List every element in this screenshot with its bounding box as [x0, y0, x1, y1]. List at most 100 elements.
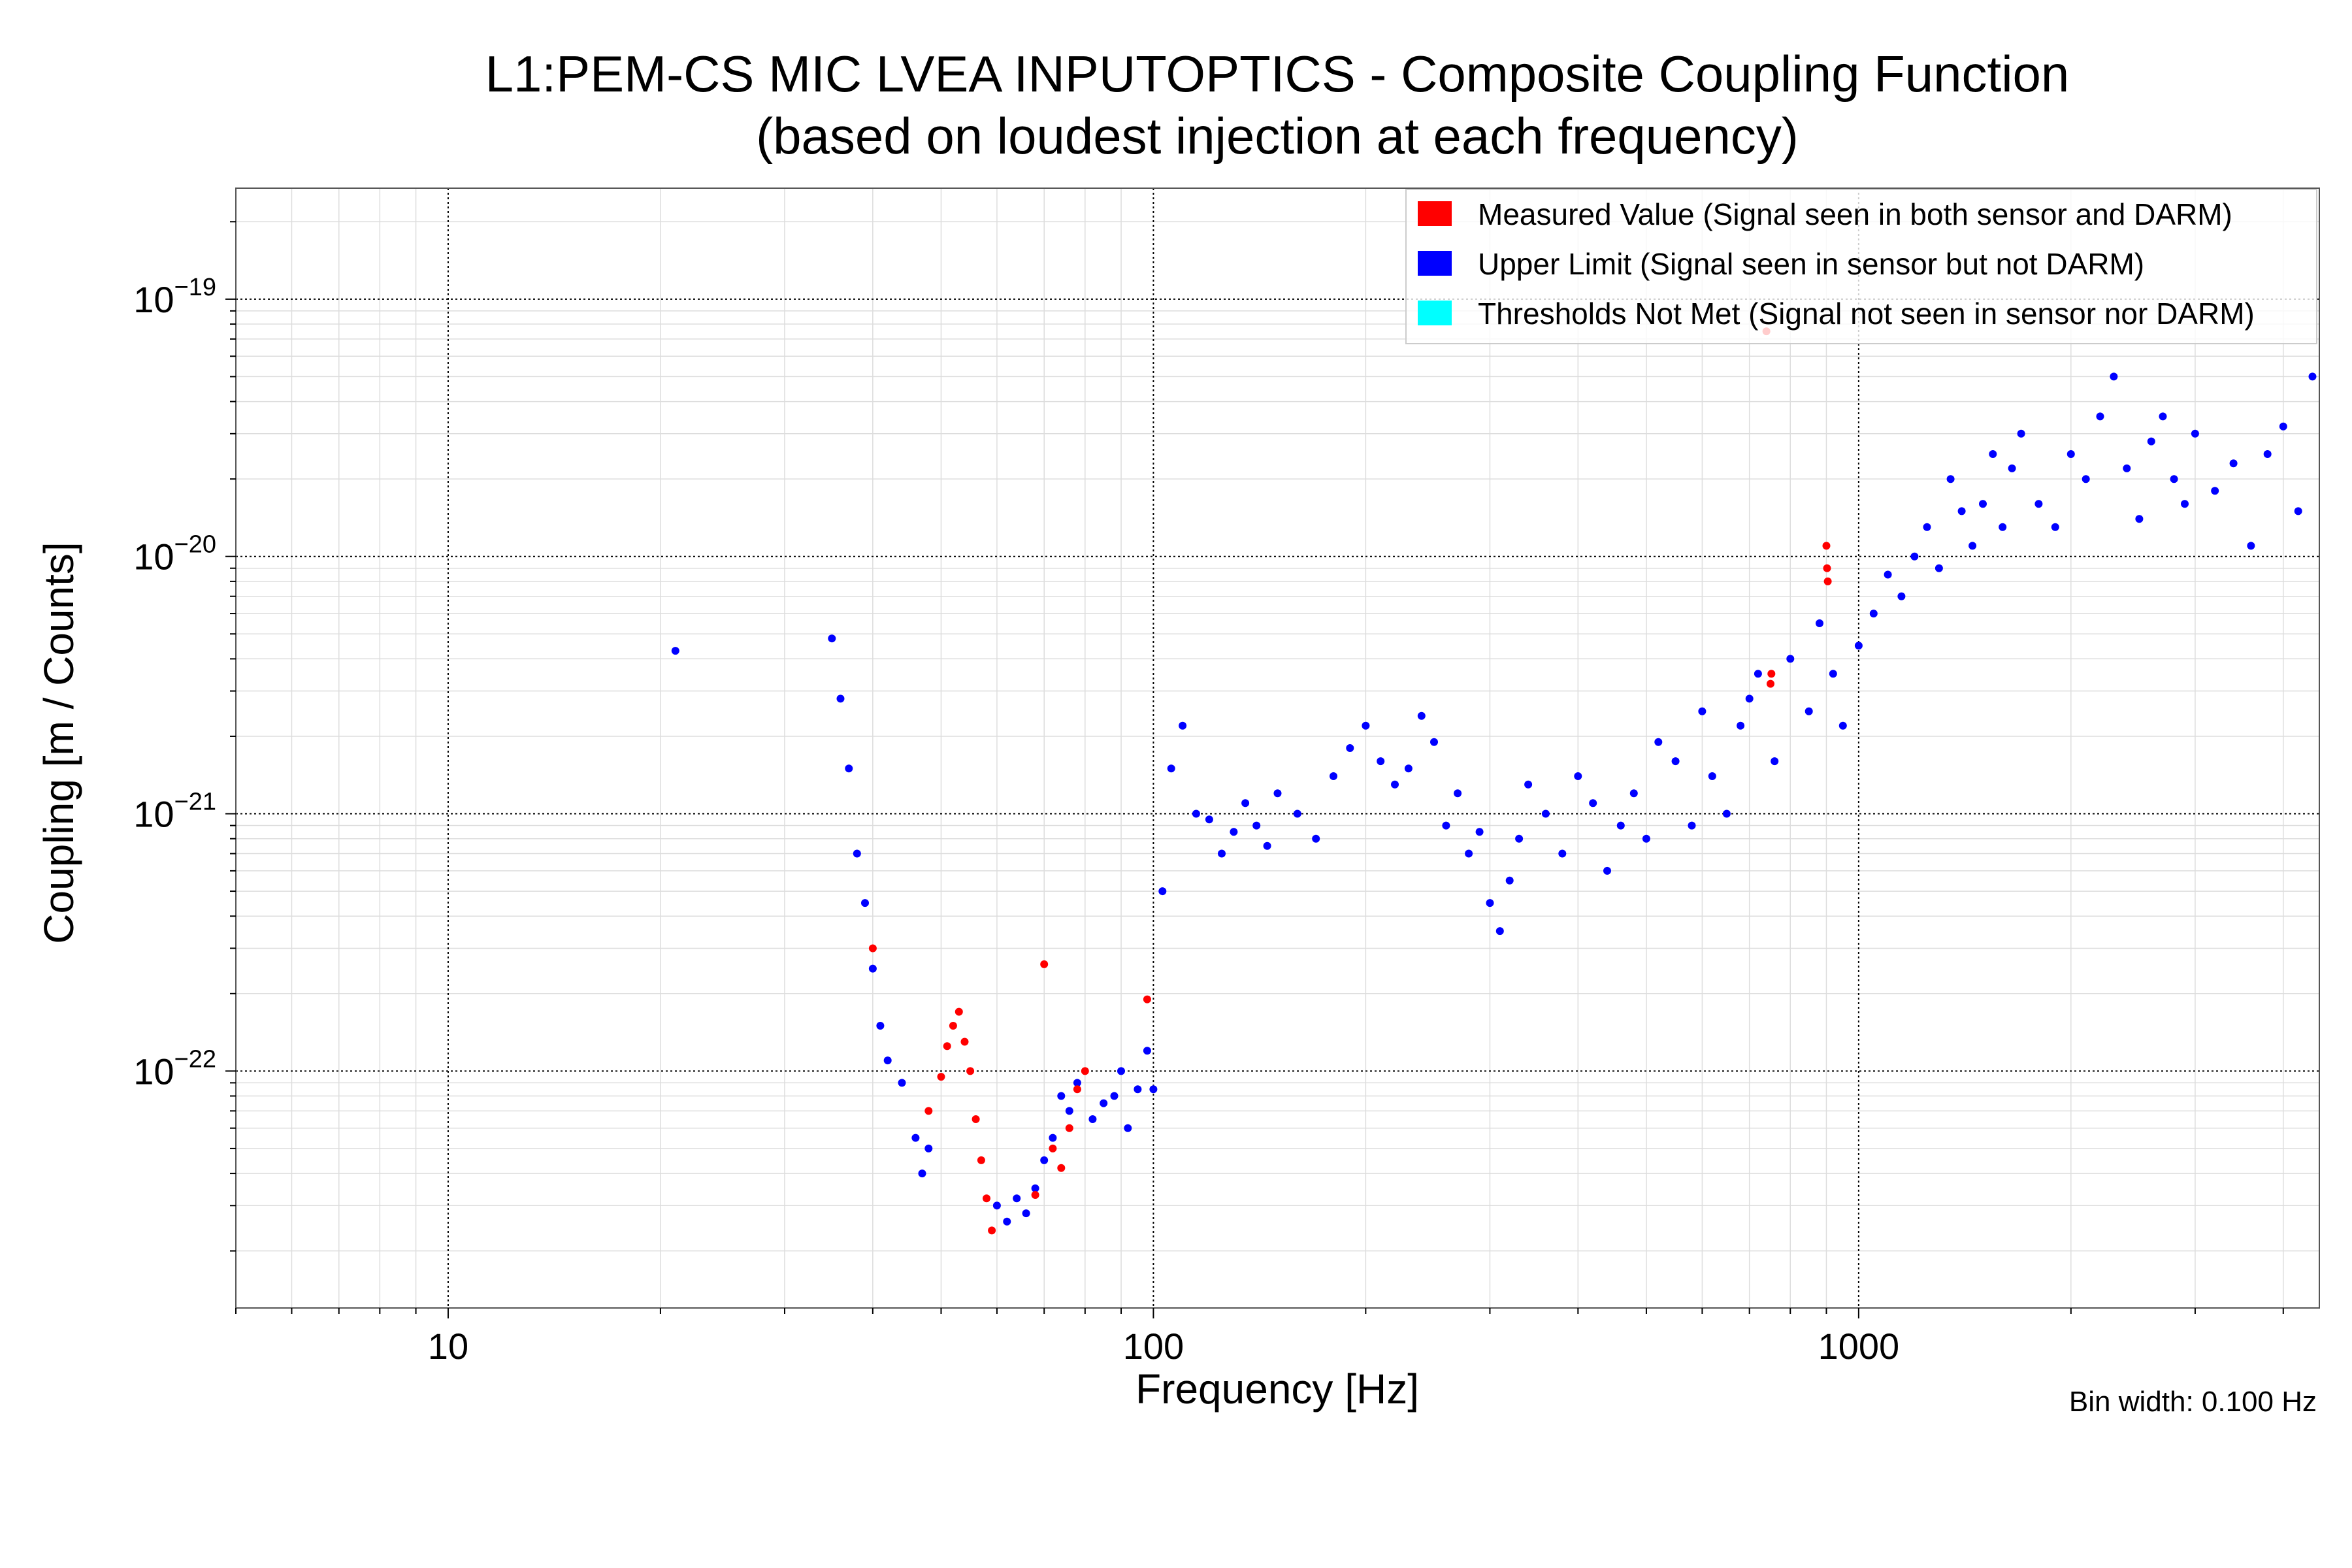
upper_limit-point — [1003, 1217, 1011, 1226]
measured-point — [966, 1067, 975, 1075]
upper_limit-point — [1671, 757, 1680, 766]
upper_limit-point — [2308, 372, 2317, 381]
measured-point — [868, 944, 877, 953]
upper_limit-point — [1273, 789, 1282, 798]
upper_limit-point — [2263, 450, 2272, 458]
plot-frame — [235, 188, 2320, 1309]
upper_limit-point — [1263, 841, 1271, 850]
upper_limit-point — [2017, 429, 2025, 438]
upper_limit-point — [1100, 1099, 1108, 1107]
minor-grid — [236, 188, 2319, 1308]
upper_limit-point — [2294, 507, 2302, 515]
major-grid — [236, 188, 2319, 1308]
y-axis-ticks: 10−22 10−21 10−20 10−19 — [133, 221, 236, 1252]
upper_limit-point — [1771, 757, 1779, 766]
upper_limit-point — [1688, 821, 1696, 830]
upper_limit-point — [2279, 422, 2287, 431]
measured-point — [1823, 564, 1831, 572]
measured-point — [1049, 1144, 1057, 1152]
upper_limit-point — [992, 1201, 1001, 1210]
bin-width-note: Bin width: 0.100 Hz — [2069, 1386, 2317, 1418]
upper_limit-point — [1377, 757, 1385, 766]
upper_limit-point — [1346, 744, 1354, 752]
upper_limit-point — [1524, 780, 1533, 789]
upper_limit-point — [2211, 487, 2219, 495]
measured-point — [955, 1007, 963, 1016]
upper_limit-point — [2034, 500, 2043, 508]
upper_limit-point — [2008, 464, 2016, 472]
upper_limit-point — [1040, 1156, 1049, 1164]
upper_limit-point — [918, 1169, 926, 1178]
upper_limit-point — [2147, 437, 2155, 446]
measured-point — [1057, 1164, 1066, 1172]
legend-label-not-met: Thresholds Not Met (Signal not seen in s… — [1478, 297, 2255, 331]
upper_limit-point — [2229, 459, 2238, 468]
upper_limit-point — [898, 1079, 906, 1087]
legend-box — [1405, 189, 2317, 344]
upper_limit-point — [1541, 809, 1550, 818]
upper_limit-point — [1149, 1085, 1158, 1094]
upper_limit-point — [2051, 523, 2059, 531]
upper_limit-point — [1417, 711, 1426, 720]
legend-swatch-not-met — [1418, 301, 1452, 325]
upper_limit-point — [1404, 764, 1413, 773]
upper_limit-point — [1869, 610, 1878, 618]
upper_limit-point — [1057, 1092, 1066, 1100]
upper_limit-point — [1786, 655, 1795, 663]
upper_limit-point — [883, 1056, 892, 1065]
upper_limit-point — [1829, 670, 1837, 678]
upper_limit-point — [1574, 772, 1582, 780]
upper_limit-point — [1754, 670, 1762, 678]
upper_limit-point — [1252, 821, 1261, 830]
upper_limit-point — [1589, 799, 1597, 808]
upper_limit-point — [1495, 927, 1504, 936]
upper_limit-point — [1110, 1092, 1119, 1100]
upper_limit-point — [1293, 809, 1301, 818]
upper_limit-point — [1179, 721, 1187, 730]
upper_limit-point — [1465, 849, 1473, 858]
upper_limit-point — [1616, 821, 1625, 830]
upper_limit-point — [2082, 475, 2090, 483]
measured-point — [1065, 1124, 1073, 1132]
upper_limit-point — [2096, 412, 2104, 421]
upper_limit-point — [1330, 772, 1337, 780]
upper_limit-point — [1558, 849, 1567, 858]
upper_limit-point — [1230, 828, 1238, 836]
upper_limit-point — [1708, 772, 1716, 780]
upper_limit-point — [1884, 570, 1892, 579]
legend-label-measured: Measured Value (Signal seen in both sens… — [1478, 197, 2232, 231]
upper_limit-point — [1968, 542, 1977, 550]
upper_limit-point — [1923, 523, 1931, 531]
y-tick-label: 10−20 — [133, 531, 216, 578]
upper_limit-point — [1117, 1067, 1125, 1075]
legend-swatch-upper-limit — [1418, 251, 1452, 276]
upper_limit-point — [1854, 642, 1863, 650]
upper_limit-point — [2066, 450, 2075, 458]
upper_limit-point — [1475, 828, 1484, 836]
upper_limit-point — [828, 634, 836, 643]
upper_limit-point — [1241, 799, 1250, 808]
upper_limit-point — [1205, 815, 1213, 824]
measured-point — [960, 1037, 969, 1046]
upper_limit-point — [2181, 500, 2189, 508]
upper_limit-point — [1391, 780, 1399, 789]
upper_limit-point — [1049, 1134, 1057, 1142]
measured-point — [1767, 670, 1776, 678]
measured-point — [977, 1156, 985, 1164]
upper_limit-point — [2110, 372, 2118, 381]
x-axis-ticks: 10 100 1000 — [235, 1308, 2284, 1367]
upper_limit-point — [1654, 738, 1663, 746]
measured-point — [1031, 1191, 1039, 1199]
measured-point — [937, 1073, 945, 1081]
upper_limit-point — [1979, 500, 1987, 508]
upper_limit-point — [1454, 789, 1462, 798]
upper_limit-point — [1816, 619, 1823, 627]
upper_limit-point — [1603, 866, 1611, 875]
measured-point — [1823, 577, 1832, 585]
upper_limit-point — [1073, 1079, 1081, 1087]
measured-point — [1040, 960, 1049, 968]
upper_limit-point — [1486, 899, 1494, 907]
upper_limit-point — [1022, 1209, 1030, 1218]
upper_limit-point — [1989, 450, 1997, 458]
y-axis-label: Coupling [m / Counts] — [35, 542, 82, 943]
